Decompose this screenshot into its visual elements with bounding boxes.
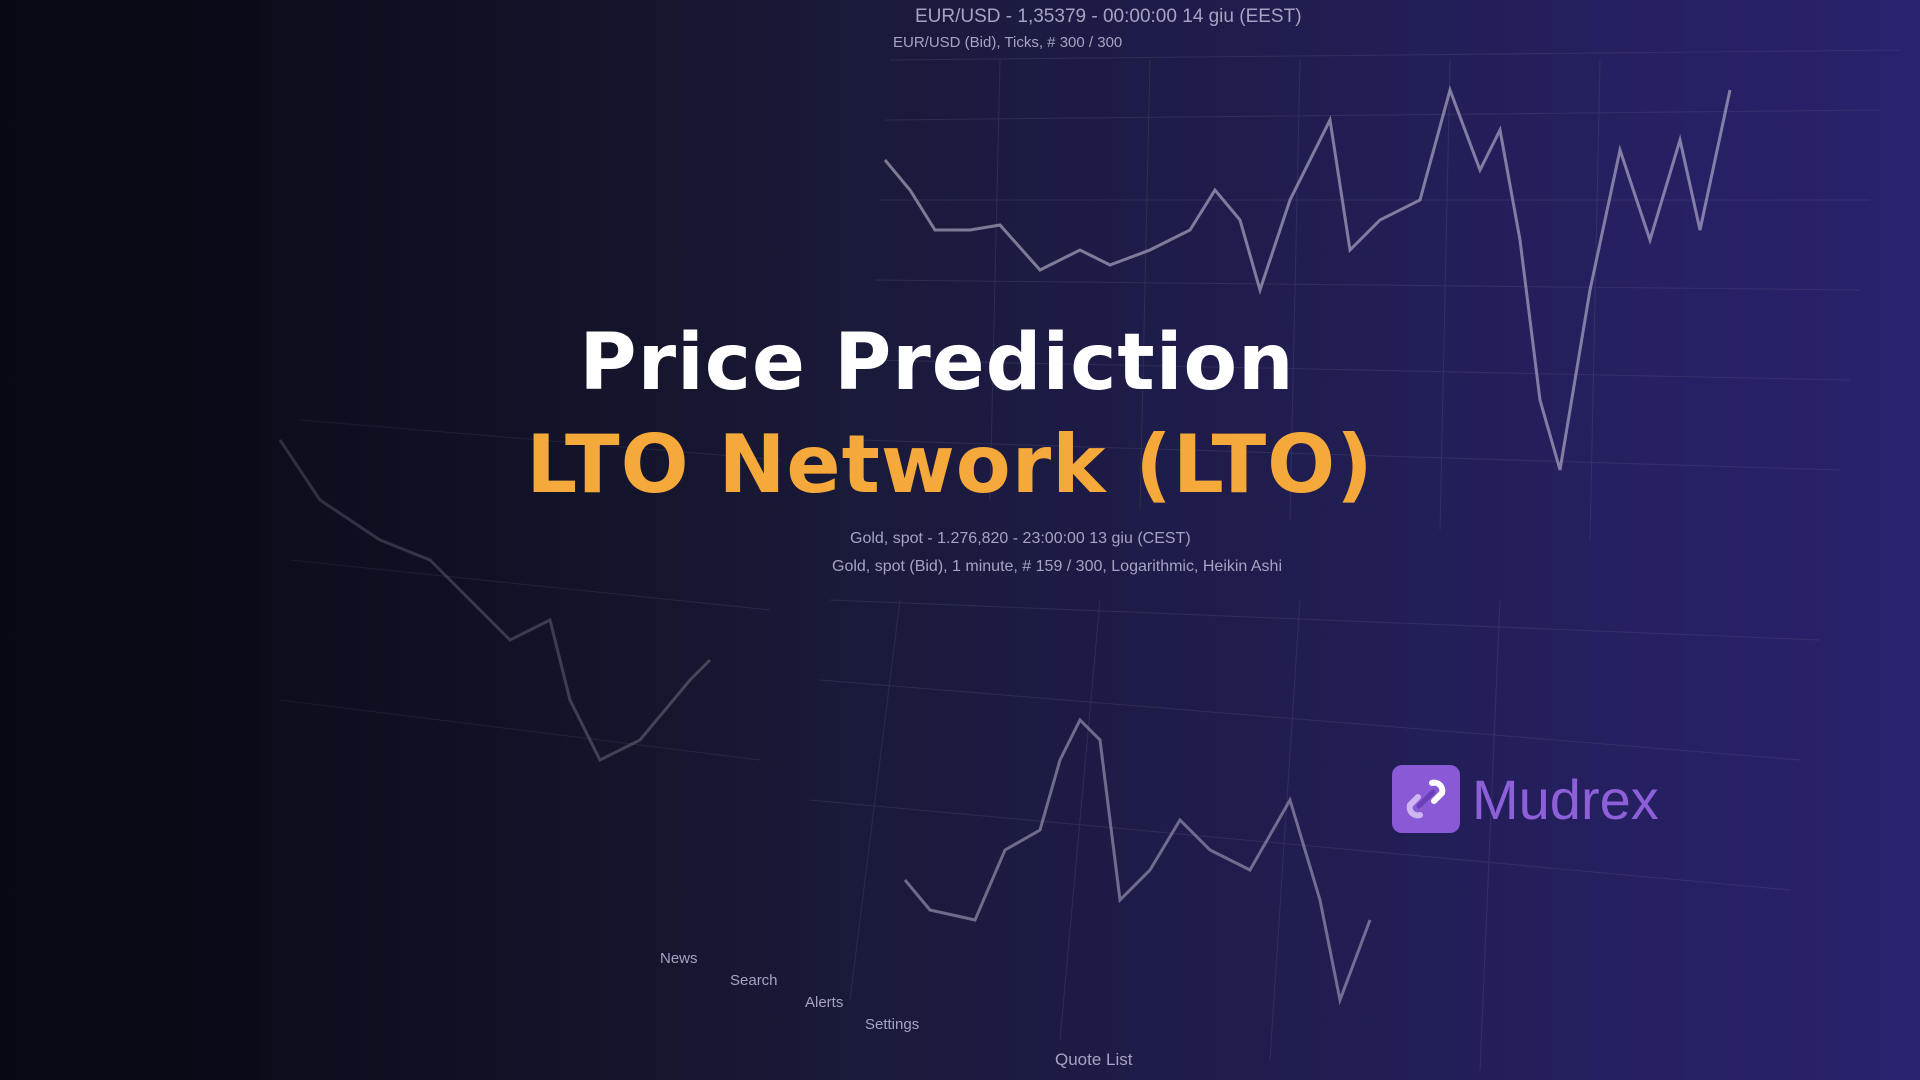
top-chart-header: EUR/USD - 1,35379 - 00:00:00 14 giu (EES… [915,6,1302,27]
mudrex-link-logo-icon [1392,765,1460,833]
banner-title: Price Prediction [579,318,1295,408]
bottom-chart-header: Gold, spot - 1.276,820 - 23:00:00 13 giu… [850,530,1191,547]
banner-subtitle: LTO Network (LTO) [526,418,1374,511]
bottom-chart-subtitle: Gold, spot (Bid), 1 minute, # 159 / 300,… [832,558,1283,575]
tab-alerts: Alerts [805,994,844,1011]
quote-list-label: Quote List [1055,1050,1133,1069]
tab-news: News [660,950,698,967]
mudrex-logo: Mudrex [1392,765,1659,833]
mudrex-wordmark: Mudrex [1472,767,1659,831]
top-chart-subtitle: EUR/USD (Bid), Ticks, # 300 / 300 [893,34,1123,51]
tab-settings: Settings [865,1016,920,1033]
tab-search: Search [730,972,778,989]
